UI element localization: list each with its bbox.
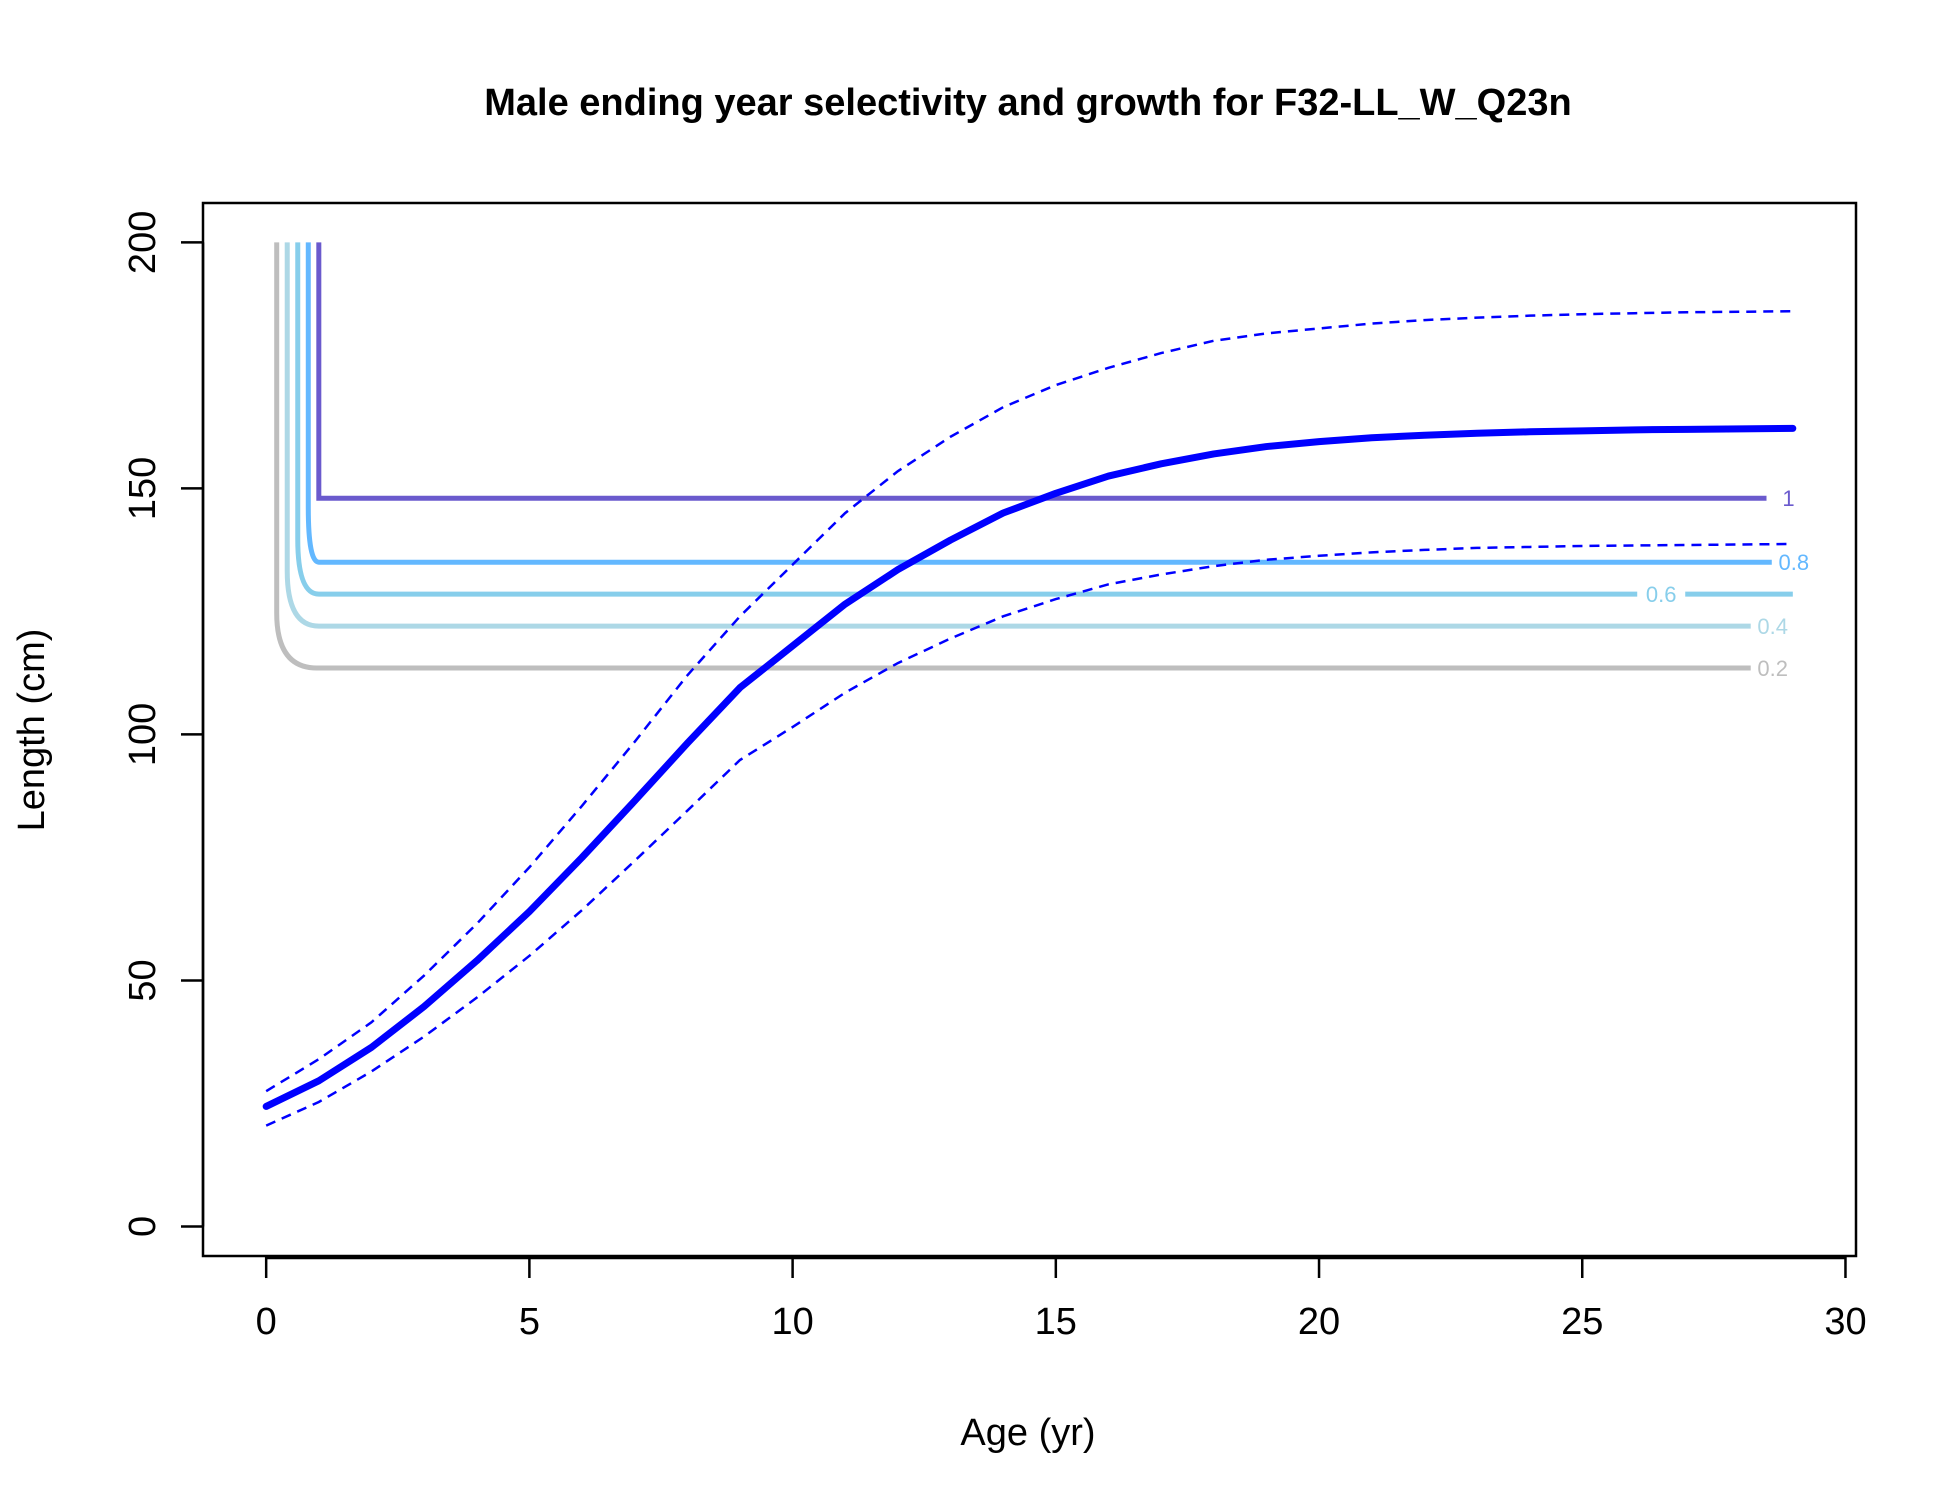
growth-mean-line (262, 424, 1797, 1110)
contour-label: 0.6 (1646, 582, 1677, 607)
plot-frame (201, 201, 1858, 1258)
y-tick-label: 0 (122, 1216, 164, 1237)
contour-label: 0.4 (1757, 614, 1788, 639)
y-axis-label: Length (cm) (11, 629, 53, 832)
chart-title: Male ending year selectivity and growth … (484, 82, 1571, 124)
contour-line (284, 242, 1751, 629)
selectivity-contours: 1 0.8 0.6 0.4 0.2 (274, 242, 1809, 681)
x-tick-label: 10 (771, 1301, 813, 1343)
x-tick-label: 0 (256, 1301, 277, 1343)
contour-line (274, 242, 1751, 671)
contour-line (316, 242, 1767, 501)
x-tick-label: 5 (519, 1301, 540, 1343)
contour-label: 0.2 (1757, 656, 1788, 681)
growth-upper-ci-line (265, 310, 1793, 1093)
x-tick-label: 20 (1298, 1301, 1340, 1343)
y-tick-label: 100 (122, 703, 164, 766)
contour-label: 1 (1782, 486, 1794, 511)
contour-label-gap (1637, 588, 1686, 601)
x-tick-label: 15 (1035, 1301, 1077, 1343)
growth-lower-ci-line (265, 542, 1793, 1127)
x-axis: 0 5 10 15 20 25 30 (256, 1256, 1867, 1343)
contour-line (295, 242, 1793, 597)
y-tick-label: 50 (122, 959, 164, 1001)
contour-label: 0.8 (1778, 550, 1809, 575)
x-tick-label: 30 (1824, 1301, 1866, 1343)
contour-line (305, 242, 1772, 565)
x-axis-label: Age (yr) (960, 1412, 1095, 1454)
x-tick-label: 25 (1561, 1301, 1603, 1343)
growth-curves (262, 310, 1797, 1127)
y-axis: 0 50 100 150 200 (122, 211, 205, 1237)
y-tick-label: 200 (122, 211, 164, 274)
y-tick-label: 150 (122, 457, 164, 520)
